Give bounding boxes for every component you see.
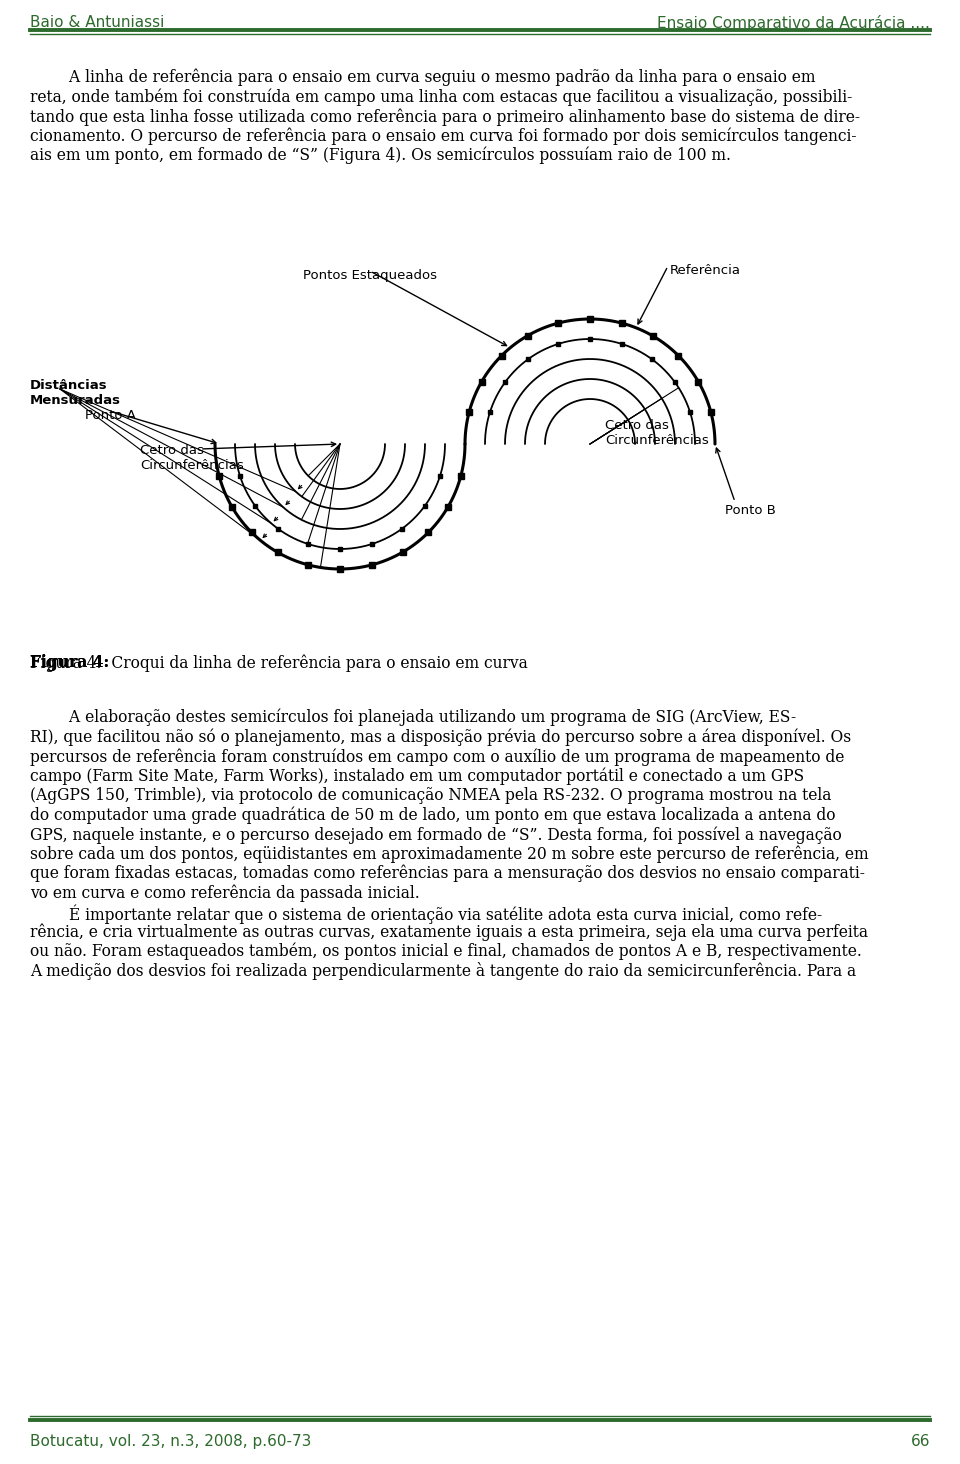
Text: do computador uma grade quadrática de 50 m de lado, um ponto em que estava local: do computador uma grade quadrática de 50… bbox=[30, 807, 835, 824]
Text: Circunferências: Circunferências bbox=[605, 433, 708, 447]
Text: A medição dos desvios foi realizada perpendicularmente à tangente do raio da sem: A medição dos desvios foi realizada perp… bbox=[30, 962, 856, 981]
Text: Mensuradas: Mensuradas bbox=[30, 394, 121, 407]
Text: ais em um ponto, em formado de “S” (Figura 4). Os semicírculos possuíam raio de : ais em um ponto, em formado de “S” (Figu… bbox=[30, 146, 731, 164]
Text: Botucatu, vol. 23, n.3, 2008, p.60-73: Botucatu, vol. 23, n.3, 2008, p.60-73 bbox=[30, 1435, 311, 1449]
Text: percursos de referência foram construídos em campo com o auxílio de um programa : percursos de referência foram construído… bbox=[30, 748, 845, 766]
Text: Ponto B: Ponto B bbox=[725, 504, 776, 517]
Text: Pontos Estaqueados: Pontos Estaqueados bbox=[303, 269, 437, 283]
Text: RI), que facilitou não só o planejamento, mas a disposição prévia do percurso so: RI), que facilitou não só o planejamento… bbox=[30, 729, 852, 747]
Text: Ensaio Comparativo da Acurácia ....: Ensaio Comparativo da Acurácia .... bbox=[658, 15, 930, 31]
Text: vo em curva e como referência da passada inicial.: vo em curva e como referência da passada… bbox=[30, 884, 420, 902]
Text: Figura 4:: Figura 4: bbox=[30, 654, 109, 671]
Text: 66: 66 bbox=[910, 1435, 930, 1449]
Text: reta, onde também foi construída em campo uma linha com estacas que facilitou a : reta, onde também foi construída em camp… bbox=[30, 88, 852, 105]
Text: (AgGPS 150, Trimble), via protocolo de comunicação NMEA pela RS-232. O programa : (AgGPS 150, Trimble), via protocolo de c… bbox=[30, 788, 831, 804]
Text: ou não. Foram estaqueados também, os pontos inicial e final, chamados de pontos : ou não. Foram estaqueados também, os pon… bbox=[30, 943, 862, 960]
Text: Referência: Referência bbox=[670, 264, 741, 277]
Text: A elaboração destes semicírculos foi planejada utilizando um programa de SIG (Ar: A elaboração destes semicírculos foi pla… bbox=[30, 709, 796, 726]
Text: Cetro das: Cetro das bbox=[605, 419, 669, 432]
Text: Ponto A: Ponto A bbox=[85, 408, 136, 422]
Text: Figura 4:: Figura 4: bbox=[30, 654, 109, 671]
Text: Cetro das: Cetro das bbox=[140, 444, 204, 457]
Text: sobre cada um dos pontos, eqüidistantes em aproximadamente 20 m sobre este percu: sobre cada um dos pontos, eqüidistantes … bbox=[30, 846, 869, 862]
Text: campo (Farm Site Mate, Farm Works), instalado em um computador portátil e conect: campo (Farm Site Mate, Farm Works), inst… bbox=[30, 767, 804, 785]
Text: Distâncias: Distâncias bbox=[30, 379, 108, 392]
Text: Circunferências: Circunferências bbox=[140, 460, 244, 471]
Text: rência, e cria virtualmente as outras curvas, exatamente iguais a esta primeira,: rência, e cria virtualmente as outras cu… bbox=[30, 924, 868, 941]
Text: cionamento. O percurso de referência para o ensaio em curva foi formado por dois: cionamento. O percurso de referência par… bbox=[30, 127, 856, 145]
Text: É importante relatar que o sistema de orientação via satélite adota esta curva i: É importante relatar que o sistema de or… bbox=[30, 903, 822, 924]
Text: tando que esta linha fosse utilizada como referência para o primeiro alinhamento: tando que esta linha fosse utilizada com… bbox=[30, 108, 860, 126]
Text: que foram fixadas estacas, tomadas como referências para a mensuração dos desvio: que foram fixadas estacas, tomadas como … bbox=[30, 865, 865, 883]
Text: Baio & Antuniassi: Baio & Antuniassi bbox=[30, 15, 164, 29]
Text: A linha de referência para o ensaio em curva seguiu o mesmo padrão da linha para: A linha de referência para o ensaio em c… bbox=[30, 69, 815, 86]
Text: Figura 4:  Croqui da linha de referência para o ensaio em curva: Figura 4: Croqui da linha de referência … bbox=[30, 654, 528, 672]
Text: GPS, naquele instante, e o percurso desejado em formado de “S”. Desta forma, foi: GPS, naquele instante, e o percurso dese… bbox=[30, 826, 842, 843]
